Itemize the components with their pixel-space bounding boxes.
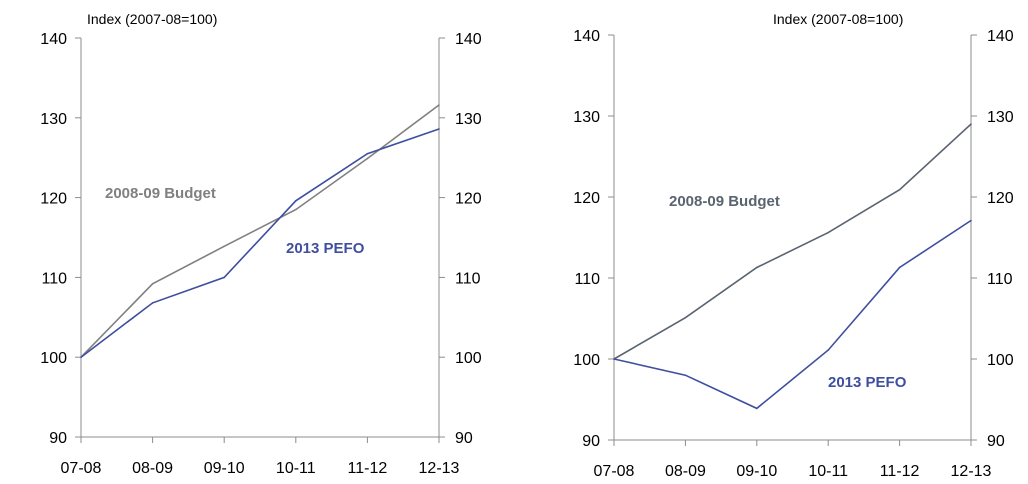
- y-tick-label-right: 100: [987, 352, 1014, 369]
- data-point: [366, 157, 369, 160]
- y-tick-label-left: 100: [40, 350, 67, 367]
- data-point: [295, 208, 297, 211]
- data-point: [970, 123, 972, 125]
- y-tick-label-right: 90: [455, 430, 473, 447]
- data-point: [223, 276, 225, 279]
- y-tick-label-left: 120: [573, 190, 600, 207]
- y-tick-label-left: 140: [40, 31, 67, 48]
- y-tick-label-left: 100: [573, 352, 600, 369]
- x-tick-label: 12-13: [419, 460, 460, 477]
- y-tick-label-right: 130: [455, 111, 482, 128]
- series-label-budget: 2008-09 Budget: [105, 185, 216, 202]
- data-point: [295, 199, 297, 202]
- y-tick-label-right: 110: [455, 270, 481, 287]
- y-tick-label-left: 110: [574, 271, 600, 288]
- x-tick-label: 10-11: [276, 460, 316, 477]
- series-line-pefo: [80, 128, 440, 358]
- unit-label-left: Index (2007-08=100): [87, 11, 217, 27]
- data-point: [827, 231, 829, 234]
- data-point: [613, 358, 615, 360]
- x-tick-label: 11-12: [348, 460, 388, 477]
- series-label-pefo: 2013 PEFO: [286, 240, 365, 257]
- data-point: [684, 374, 687, 377]
- right-chart: Index (2007-08=100) 140 140 130 130 120 120 11…: [573, 11, 1014, 480]
- y-tick-label-right: 110: [987, 271, 1013, 288]
- x-tick-label: 09-10: [736, 463, 777, 480]
- data-point: [151, 282, 154, 285]
- series-line-budget: [613, 123, 972, 360]
- data-point: [366, 152, 369, 155]
- unit-label-right: Index (2007-08=100): [773, 11, 903, 27]
- series-label-pefo: 2013 PEFO: [828, 374, 907, 391]
- x-tick-label: 07-08: [594, 463, 635, 480]
- data-point: [684, 316, 687, 319]
- y-tick-label-left: 130: [40, 111, 67, 128]
- data-point: [151, 302, 154, 304]
- x-tick-label: 11-12: [880, 463, 920, 480]
- y-tick-label-right: 130: [987, 109, 1014, 126]
- data-point: [756, 407, 758, 410]
- y-tick-label-left: 90: [49, 430, 67, 447]
- data-point: [80, 356, 82, 359]
- data-point: [970, 219, 972, 222]
- left-chart: Index (2007-08=100) 140 140 130 130 120 120 11…: [40, 11, 482, 477]
- y-tick-label-right: 140: [455, 31, 482, 48]
- y-tick-label-left: 120: [40, 191, 67, 208]
- series-line-pefo: [613, 219, 972, 410]
- series-line-budget: [80, 104, 440, 358]
- y-tick-label-right: 120: [987, 190, 1014, 207]
- data-point: [438, 104, 440, 106]
- data-point: [756, 266, 758, 269]
- x-tick-label: 07-08: [61, 460, 102, 477]
- y-tick-label-right: 90: [987, 433, 1005, 450]
- x-tick-label: 12-13: [951, 463, 992, 480]
- y-tick-label-right: 100: [455, 350, 482, 367]
- x-tick-label: 08-09: [132, 460, 173, 477]
- y-tick-label-right: 120: [455, 191, 482, 208]
- x-tick-label: 09-10: [204, 460, 245, 477]
- y-tick-label-left: 140: [573, 28, 600, 45]
- y-tick-label-left: 110: [41, 270, 67, 287]
- data-point: [438, 128, 440, 130]
- y-tick-label-left: 130: [573, 109, 600, 126]
- series-label-budget: 2008-09 Budget: [669, 193, 780, 210]
- y-tick-label-right: 140: [987, 28, 1014, 45]
- y-tick-label-left: 90: [582, 433, 600, 450]
- data-point: [827, 349, 829, 351]
- data-point: [898, 266, 901, 269]
- x-tick-label: 10-11: [808, 463, 848, 480]
- data-point: [223, 245, 225, 248]
- x-tick-label: 08-09: [665, 463, 706, 480]
- data-point: [898, 188, 901, 191]
